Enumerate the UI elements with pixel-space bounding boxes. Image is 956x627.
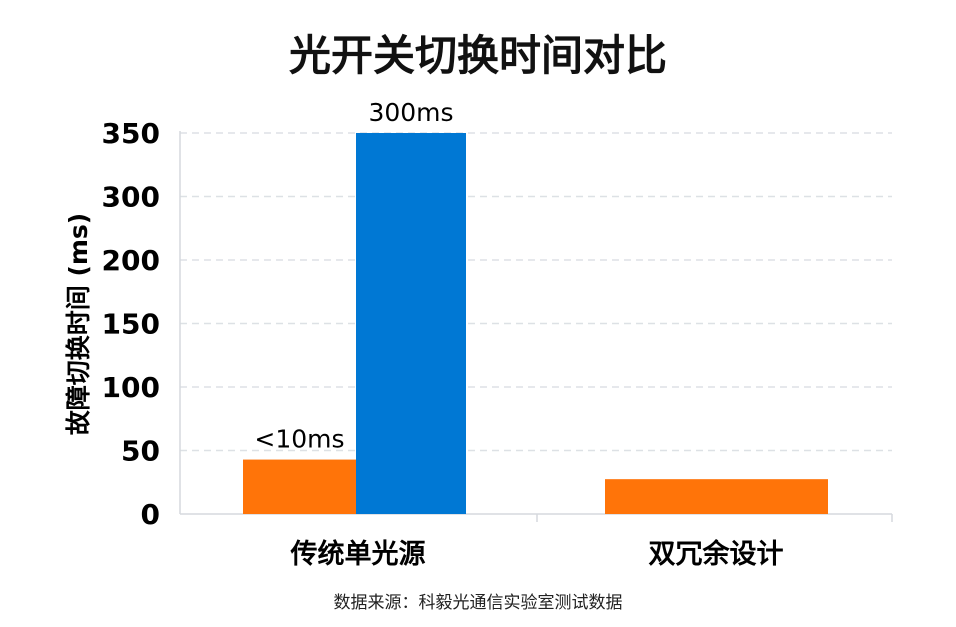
y-tick-label: 200 bbox=[102, 244, 160, 277]
y-tick-label: 0 bbox=[141, 498, 160, 531]
bar bbox=[605, 479, 828, 514]
y-tick-label: 100 bbox=[102, 371, 160, 404]
y-tick-label: 50 bbox=[121, 435, 160, 468]
y-tick-label: 150 bbox=[102, 308, 160, 341]
chart-title: 光开关切换时间对比 bbox=[288, 31, 667, 80]
bar bbox=[243, 459, 356, 514]
data-source-note: 数据来源：科毅光通信实验室测试数据 bbox=[333, 593, 623, 613]
bar-data-label: 300ms bbox=[368, 98, 453, 127]
bar bbox=[356, 133, 466, 514]
bar-data-label: <10ms bbox=[254, 425, 344, 454]
y-tick-label: 300 bbox=[102, 181, 160, 214]
y-tick-label: 350 bbox=[102, 117, 160, 150]
x-category-label: 传统单光源 bbox=[290, 538, 426, 570]
x-category-label: 双冗余设计 bbox=[649, 538, 784, 570]
y-axis-title: 故障切换时间 (ms) bbox=[64, 213, 93, 436]
